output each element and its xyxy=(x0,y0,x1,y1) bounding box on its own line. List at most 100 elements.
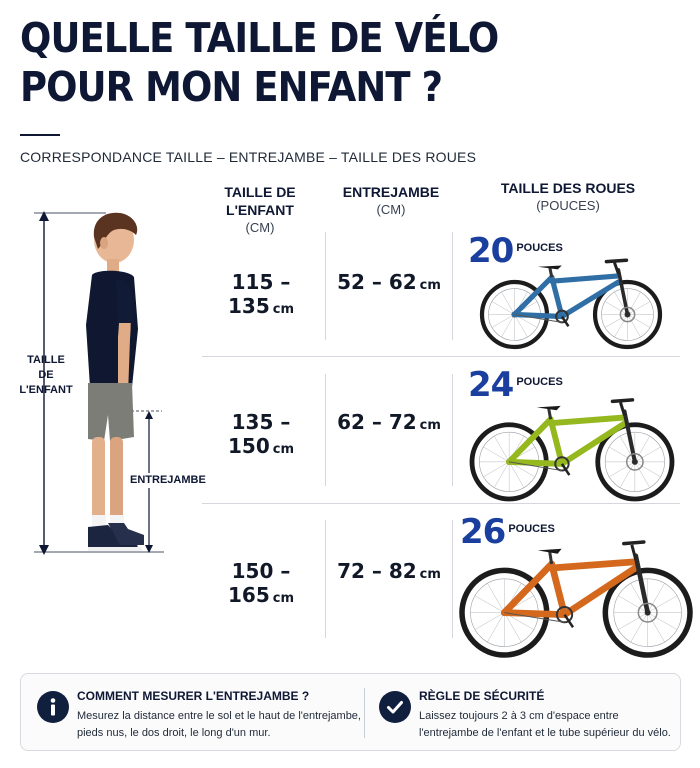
bike-chainring xyxy=(554,456,570,472)
front-wheel xyxy=(592,279,663,350)
wheel-spoke xyxy=(634,436,650,463)
child-neck xyxy=(107,259,119,273)
wheel-spoke xyxy=(627,314,641,338)
safety-rule-line-2: l'entrejambe de l'enfant et le tube supé… xyxy=(419,727,671,739)
bike-saddle xyxy=(537,548,562,554)
bike-seatpost xyxy=(548,551,554,565)
row-divider xyxy=(202,356,680,357)
wheel-spoke xyxy=(618,612,648,630)
wheel-spoke xyxy=(508,461,525,488)
wheel-spoke xyxy=(483,446,510,463)
unit-label: cm xyxy=(419,418,441,433)
child-leg xyxy=(110,437,123,527)
child-shorts xyxy=(88,383,134,441)
bike-disc-brake xyxy=(637,602,658,623)
wheel-spoke xyxy=(647,612,678,630)
height-arrow-top xyxy=(39,211,49,221)
column-header-inseam: ENTREJAMBE (CM) xyxy=(330,183,452,219)
wheel-spoke xyxy=(604,314,628,328)
wheel-size-number: 24 xyxy=(468,365,514,405)
bike-chain xyxy=(514,314,563,323)
wheel-size-number: 26 xyxy=(460,512,506,552)
wheel-size-unit: POUCES xyxy=(508,523,555,535)
bike-frame-tube xyxy=(500,609,568,619)
subtitle: CORRESPONDANCE TAILLE – ENTREJAMBE – TAI… xyxy=(20,149,477,165)
column-divider xyxy=(452,374,453,486)
bike-saddle xyxy=(536,405,561,411)
height-range: 150 – 165 xyxy=(227,559,291,607)
column-header-wheel: TAILLE DES ROUES (POUCES) xyxy=(470,179,666,215)
wheel-spoke xyxy=(474,612,505,630)
wheel-spoke xyxy=(627,314,651,328)
wheel-spoke xyxy=(501,314,515,338)
bike-frame-tube xyxy=(559,279,622,320)
wheel-spoke xyxy=(609,446,636,463)
unit-label: cm xyxy=(272,591,294,606)
inseam-range: 52 – 62 xyxy=(337,270,417,294)
wheel-spoke xyxy=(491,301,515,315)
safety-rule-title: RÈGLE DE SÉCURITÉ xyxy=(419,689,545,703)
title-line-1: QUELLE TAILLE DE VÉLO xyxy=(20,14,499,62)
column-divider xyxy=(452,232,453,340)
bike-disc-brake xyxy=(625,452,644,471)
bike-frame-tube xyxy=(558,420,628,467)
wheel-spoke xyxy=(627,291,641,315)
front-wheel xyxy=(595,422,675,502)
column-header-sub: (CM) xyxy=(245,220,275,235)
wheel-spoke xyxy=(609,461,636,477)
measure-tip-text: Mesurez la distance entre le sol et le h… xyxy=(77,708,361,742)
bike-chain xyxy=(509,461,563,472)
unit-label: cm xyxy=(419,567,441,582)
bike-crank xyxy=(560,315,570,327)
wheel-spoke xyxy=(634,446,661,463)
wheel-spoke xyxy=(647,595,678,613)
safety-rule-text: Laissez toujours 2 à 3 cm d'espace entre… xyxy=(419,708,671,742)
column-header-main: TAILLE DES ROUES xyxy=(500,180,636,196)
column-header-sub: (POUCES) xyxy=(536,198,600,213)
inseam-value: 52 – 62 cm xyxy=(328,270,450,294)
info-icon-glyph xyxy=(50,698,56,716)
bike-handlebar xyxy=(622,540,646,546)
wheel-size-unit: POUCES xyxy=(516,376,563,388)
wheel-spoke xyxy=(647,583,665,613)
height-label-line-2: DE L'ENFANT xyxy=(19,369,73,396)
height-measure-label: TAILLE DE L'ENFANT xyxy=(18,353,74,398)
column-divider xyxy=(325,232,326,340)
bike-seatpost xyxy=(548,267,554,278)
check-icon-glyph xyxy=(387,701,403,714)
check-icon xyxy=(379,691,411,723)
unit-label: cm xyxy=(272,442,294,457)
wheel-spoke xyxy=(630,612,648,643)
wheel-spoke xyxy=(614,314,628,338)
bike-chainring xyxy=(555,606,574,624)
child-shoe-sole xyxy=(88,547,142,551)
bike-frame-tube xyxy=(549,273,622,284)
column-divider xyxy=(325,374,326,486)
child-height-value: 135 – 150 cm xyxy=(198,410,324,458)
bike-frame-tube xyxy=(511,274,555,318)
inseam-range: 62 – 72 xyxy=(337,410,417,434)
info-box: COMMENT MESURER L'ENTREJAMBE ? Mesurez l… xyxy=(20,673,681,751)
bike-frame-tube xyxy=(548,558,640,572)
safety-rule-line-1: Laissez toujours 2 à 3 cm d'espace entre xyxy=(419,710,619,722)
child-leg xyxy=(92,437,105,527)
column-divider xyxy=(325,520,326,638)
measure-tip-line-2: pieds nus, le dos droit, le long d'un mu… xyxy=(77,727,271,739)
bike-frame-tube xyxy=(506,458,565,467)
bike-frame-tube xyxy=(506,416,554,465)
wheel-spoke xyxy=(627,301,651,315)
wheel-spoke xyxy=(634,461,650,488)
height-label-line-1: TAILLE xyxy=(27,354,65,366)
front-wheel xyxy=(602,567,693,658)
bike-stem xyxy=(619,402,626,416)
bike-20-illustration xyxy=(479,258,663,350)
wheel-spoke xyxy=(487,583,505,613)
column-header-sub: (CM) xyxy=(376,202,406,217)
child-figure xyxy=(34,211,164,555)
unit-label: cm xyxy=(419,278,441,293)
bike-24-illustration xyxy=(469,398,675,502)
page-title: QUELLE TAILLE DE VÉLO POUR MON ENFANT ? xyxy=(20,14,524,112)
bike-frame-tube xyxy=(547,416,565,467)
info-divider xyxy=(364,688,365,738)
wheel-size-badge: 24 POUCES xyxy=(468,368,563,402)
